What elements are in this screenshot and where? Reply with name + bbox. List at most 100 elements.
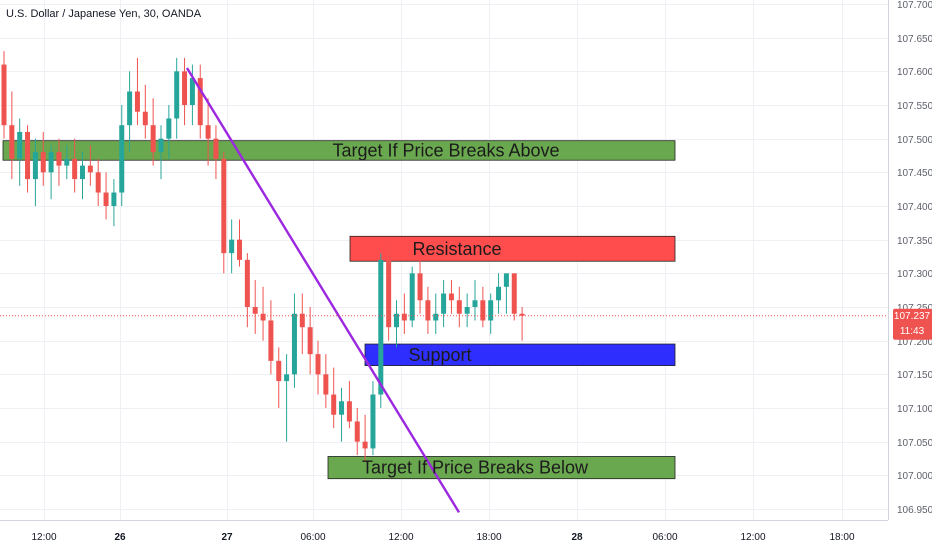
candle-body — [237, 239, 242, 260]
candle — [488, 293, 494, 334]
candle — [346, 381, 352, 429]
candle — [291, 293, 297, 388]
candle-body — [456, 300, 462, 314]
zone-resistance[interactable] — [349, 235, 676, 262]
candle-body — [268, 320, 274, 361]
candle — [134, 57, 140, 126]
candle — [9, 91, 15, 180]
last-price-tag: 107.237 11:43 — [893, 308, 932, 340]
candle-body — [9, 125, 15, 159]
candle — [32, 138, 38, 206]
candle-body — [197, 78, 203, 126]
time-tick-label: 27 — [221, 532, 233, 543]
zone-labels: Target If Price Breaks Above Resistance … — [332, 140, 589, 477]
candle — [25, 125, 31, 193]
candle — [284, 354, 290, 442]
last-price-tag-bg — [893, 308, 932, 340]
candle — [48, 145, 54, 200]
candle — [95, 158, 101, 206]
zone-target-above[interactable] — [2, 140, 676, 161]
candle — [496, 273, 502, 314]
candle — [103, 172, 109, 220]
candle-body — [80, 165, 85, 180]
candles — [1, 51, 525, 462]
price-tick-label: 107.200 — [897, 337, 932, 348]
zones[interactable] — [2, 140, 676, 480]
price-tick-label: 107.400 — [897, 202, 932, 213]
price-tick-label: 107.050 — [897, 438, 932, 449]
candle — [331, 367, 337, 429]
trendline-segment[interactable] — [185, 67, 461, 513]
candle-body — [503, 273, 509, 287]
last-price-value: 107.237 — [894, 311, 931, 322]
candle-body — [464, 307, 470, 314]
candle — [354, 408, 360, 456]
candle-body — [87, 165, 93, 173]
candle-body — [323, 374, 329, 395]
candle — [237, 219, 242, 267]
price-tick-label: 107.000 — [897, 471, 932, 482]
candle — [252, 280, 258, 334]
trendline[interactable] — [185, 67, 461, 513]
candle — [480, 286, 486, 328]
price-tick-label: 107.250 — [897, 303, 932, 314]
candle — [268, 300, 274, 375]
time-scale[interactable] — [0, 520, 932, 550]
price-tick-label: 107.450 — [897, 168, 932, 179]
candle-body — [362, 441, 368, 449]
candle — [40, 131, 46, 186]
candle-body — [511, 273, 517, 314]
candle — [339, 387, 345, 442]
grid — [0, 0, 888, 520]
candle — [111, 179, 117, 227]
candle — [197, 64, 203, 139]
candle-body — [25, 131, 31, 180]
time-tick-label: 06:00 — [652, 532, 677, 543]
price-tick-label: 107.600 — [897, 67, 932, 78]
candle — [307, 307, 313, 375]
price-tick-label: 107.150 — [897, 370, 932, 381]
candle — [464, 293, 470, 328]
time-tick-label: 12:00 — [388, 532, 413, 543]
candle-body — [299, 313, 305, 328]
candle — [158, 125, 164, 180]
candle-body — [315, 354, 321, 375]
candle — [17, 118, 23, 186]
candle — [127, 71, 133, 153]
price-tick-label: 107.100 — [897, 404, 932, 415]
candle-body — [150, 125, 156, 153]
candle — [386, 246, 392, 341]
candle-body — [103, 192, 109, 206]
candle — [456, 286, 462, 328]
candle — [448, 280, 454, 314]
candle-body — [331, 394, 337, 415]
time-scale-labels: 12:00 26 27 06:00 12:00 18:00 28 06:00 12:00 18:0… — [31, 532, 854, 543]
price-tick-label: 107.700 — [897, 0, 932, 11]
candle — [56, 138, 62, 186]
candle-body — [480, 300, 486, 321]
candle-body — [174, 71, 180, 119]
candle — [213, 125, 219, 180]
candle-body — [354, 421, 360, 442]
price-scale[interactable] — [888, 0, 932, 520]
candle-body — [48, 152, 54, 173]
candle-body — [17, 131, 23, 159]
zone-support[interactable] — [364, 343, 676, 366]
candle — [64, 145, 70, 180]
candle — [119, 105, 125, 206]
candle — [299, 293, 305, 355]
price-tick-label: 107.550 — [897, 101, 932, 112]
zone-target-below[interactable] — [327, 456, 676, 480]
candle-body — [127, 91, 133, 126]
candle-body — [40, 152, 46, 173]
time-tick-label: 18:00 — [829, 532, 854, 543]
bar-countdown: 11:43 — [900, 326, 925, 337]
candle — [378, 253, 384, 408]
candle — [205, 98, 211, 166]
candle — [72, 138, 78, 193]
candle — [182, 57, 188, 126]
candle-body — [472, 300, 478, 307]
candle-body — [401, 313, 407, 321]
candle — [1, 51, 7, 139]
